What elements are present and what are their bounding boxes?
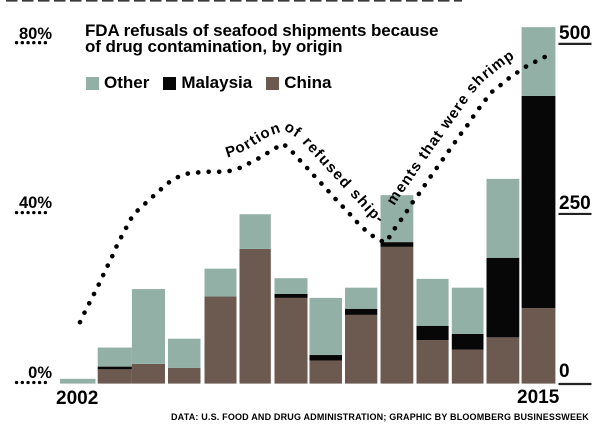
bar-segment-2014-malaysia: [486, 257, 520, 338]
bar-segment-2007-other: [239, 214, 271, 249]
bar-segment-2005-china: [168, 367, 201, 384]
bar-2006: [204, 268, 237, 384]
x-axis-label-2015: 2015: [517, 386, 560, 408]
legend-swatch-other-icon: [86, 76, 99, 90]
right-axis-tick-250: 250: [559, 192, 591, 214]
bar-2009: [309, 297, 342, 384]
bar-segment-2008-malaysia: [274, 293, 308, 298]
bar-segment-2014-other: [486, 178, 520, 258]
bar-2002: [60, 378, 96, 384]
legend-label-china: China: [284, 73, 332, 92]
bar-2008: [274, 278, 308, 384]
bar-segment-2003-other: [97, 347, 132, 367]
bar-segment-2004-china: [131, 363, 165, 384]
left-axis-tick-80: 80%: [18, 24, 52, 43]
bar-segment-2009-other: [309, 297, 342, 356]
bar-segment-2003-china: [97, 369, 132, 384]
bar-segment-2015-china: [521, 308, 556, 384]
bar-2015: [521, 27, 556, 384]
bar-segment-2009-china: [309, 360, 342, 384]
bar-segment-2009-malaysia: [309, 355, 342, 361]
bar-segment-2011-malaysia: [380, 242, 414, 247]
bar-segment-2008-other: [274, 278, 308, 294]
bar-segment-2008-china: [274, 297, 308, 384]
chart-title-line1: FDA refusals of seafood shipments becaus…: [85, 21, 439, 40]
bar-2013: [451, 287, 484, 384]
shrimp-portion-dotted-line: [77, 52, 552, 325]
legend-label-other: Other: [104, 73, 150, 92]
bar-2005: [168, 338, 201, 384]
curve-label-portion: Portion: [223, 119, 282, 161]
bar-2003: [97, 347, 132, 384]
legend: Other Malaysia China: [86, 73, 345, 93]
source-credit: DATA: U.S. FOOD AND DRUG ADMINISTRATION;…: [171, 412, 589, 422]
bar-2014: [486, 178, 520, 384]
legend-label-malaysia: Malaysia: [181, 73, 253, 92]
legend-swatch-china-icon: [266, 76, 280, 90]
bar-segment-2013-other: [451, 287, 484, 334]
bar-segment-2010-malaysia: [345, 308, 378, 315]
bar-2004: [131, 289, 165, 384]
bar-segment-2015-other: [521, 27, 556, 96]
left-axis-tick-0: 0%: [28, 364, 52, 382]
bar-segment-2015-malaysia: [521, 95, 556, 309]
bar-segment-2006-other: [204, 268, 237, 297]
bar-segment-2012-malaysia: [416, 325, 449, 341]
x-axis-label-2002: 2002: [56, 387, 99, 409]
curve-label-of-refused-ship: of refused ship-: [281, 118, 386, 228]
bar-2012: [416, 278, 449, 384]
bar-segment-2012-china: [416, 340, 449, 384]
bar-segment-2013-malaysia: [451, 333, 484, 350]
legend-item-other: Other: [86, 73, 149, 93]
bar-segment-2007-china: [239, 248, 271, 384]
left-axis-tick-40: 40%: [18, 193, 52, 212]
bar-segment-2002-other: [60, 378, 96, 384]
bar-segment-2011-china: [380, 246, 414, 384]
bar-segment-2006-china: [204, 296, 237, 384]
right-axis-tick-500: 500: [559, 22, 591, 44]
bar-2010: [345, 287, 378, 384]
chart-title: FDA refusals of seafood shipments becaus…: [85, 21, 439, 56]
bar-segment-2013-china: [451, 349, 484, 384]
bar-2011: [380, 195, 414, 384]
chart-title-line2: of drug contamination, by origin: [85, 37, 343, 56]
legend-item-malaysia: Malaysia: [163, 73, 252, 93]
legend-swatch-malaysia-icon: [163, 76, 177, 90]
bar-segment-2010-china: [345, 314, 378, 384]
bar-segment-2012-other: [416, 278, 449, 326]
bar-segment-2005-other: [168, 338, 201, 368]
bar-segment-2014-china: [486, 337, 520, 384]
right-axis-tick-0: 0: [559, 361, 570, 382]
bar-segment-2011-other: [380, 195, 414, 243]
bar-segment-2010-other: [345, 287, 378, 309]
bar-segment-2003-malaysia: [97, 366, 132, 370]
bar-segment-2004-other: [131, 289, 165, 364]
bar-2007: [239, 214, 271, 384]
legend-item-china: China: [266, 73, 331, 93]
